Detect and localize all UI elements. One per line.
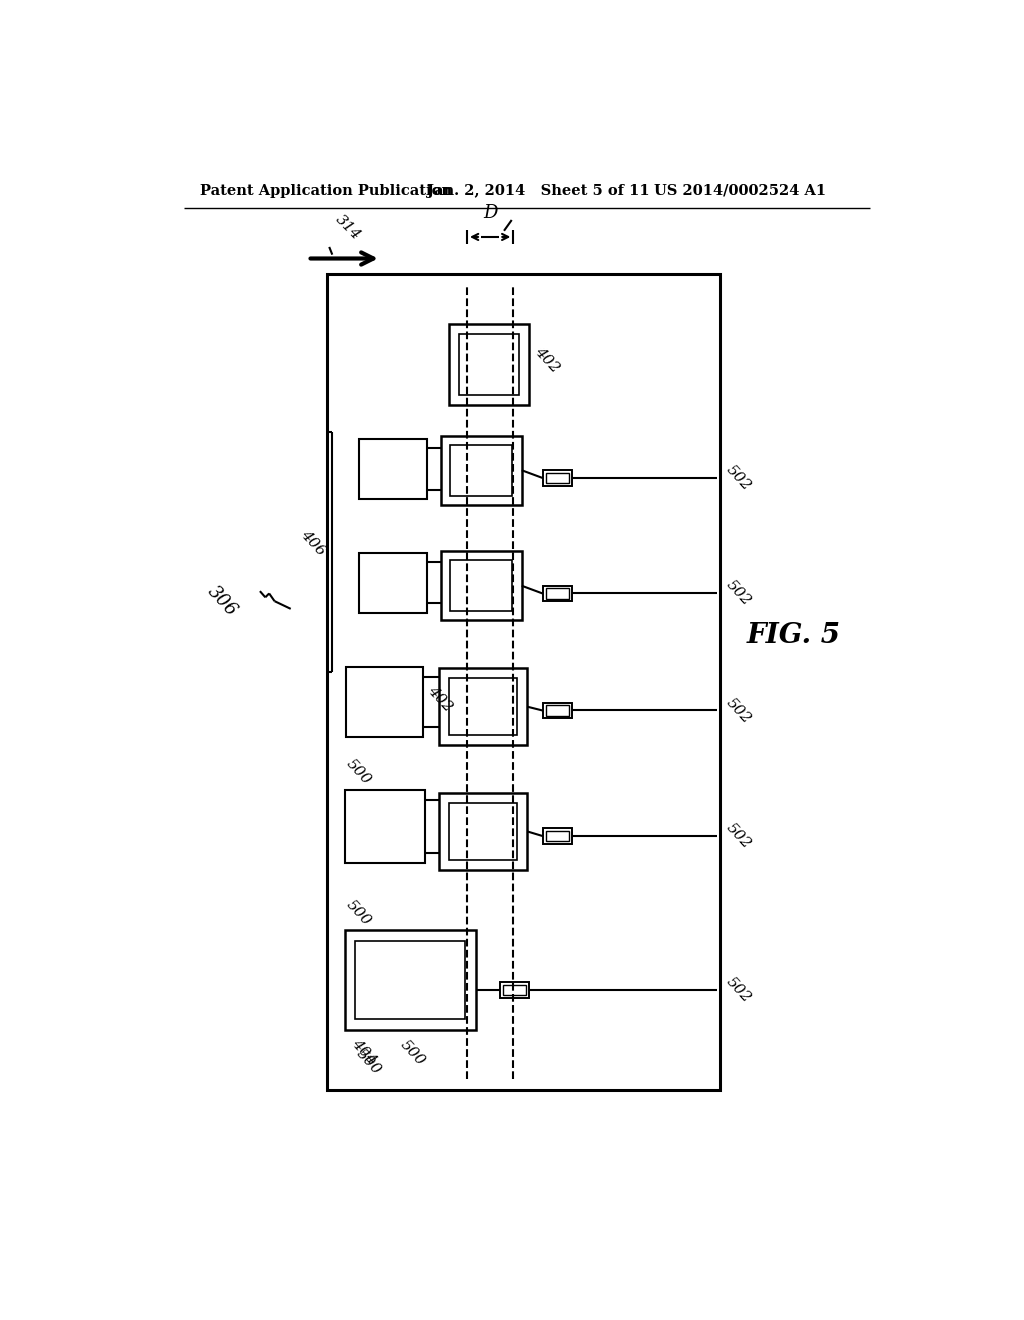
Bar	[546, 705, 568, 715]
Bar	[543, 470, 571, 486]
Text: 402: 402	[531, 345, 562, 376]
Text: Jan. 2, 2014   Sheet 5 of 11: Jan. 2, 2014 Sheet 5 of 11	[427, 183, 649, 198]
Text: 502: 502	[724, 974, 754, 1006]
Text: Patent Application Publication: Patent Application Publication	[200, 183, 452, 198]
Text: 500: 500	[354, 1047, 384, 1078]
Text: 500: 500	[343, 898, 374, 928]
Text: 314: 314	[333, 213, 364, 243]
Bar	[543, 702, 571, 718]
Bar	[345, 929, 475, 1030]
Bar	[449, 678, 517, 735]
Text: 402: 402	[425, 682, 455, 714]
Bar	[546, 589, 568, 599]
Bar	[459, 334, 519, 395]
Bar	[345, 789, 425, 863]
Bar	[451, 445, 512, 496]
Text: 404: 404	[348, 1036, 379, 1067]
Text: US 2014/0002524 A1: US 2014/0002524 A1	[654, 183, 826, 198]
Bar	[543, 829, 571, 843]
Text: 406: 406	[298, 528, 329, 558]
Bar	[355, 941, 465, 1019]
Bar	[503, 985, 526, 995]
Bar	[327, 275, 720, 1090]
Bar	[359, 438, 427, 499]
Text: D: D	[483, 203, 498, 222]
Text: 502: 502	[724, 696, 754, 726]
Bar	[449, 803, 517, 859]
Bar	[546, 473, 568, 483]
Text: 500: 500	[397, 1038, 427, 1069]
Text: 502: 502	[724, 821, 754, 851]
Bar	[449, 323, 529, 405]
Bar	[441, 552, 521, 620]
Bar	[451, 561, 512, 611]
Bar	[438, 793, 527, 870]
Text: 502: 502	[724, 578, 754, 609]
Bar	[359, 553, 427, 612]
Bar	[500, 982, 529, 998]
Bar	[441, 436, 521, 506]
Bar	[346, 667, 423, 738]
Text: 306: 306	[204, 582, 241, 620]
Text: FIG. 5: FIG. 5	[746, 622, 841, 649]
Text: 500: 500	[343, 756, 374, 788]
Bar	[438, 668, 527, 744]
Bar	[543, 586, 571, 601]
Text: 502: 502	[724, 462, 754, 494]
Bar	[546, 830, 568, 841]
